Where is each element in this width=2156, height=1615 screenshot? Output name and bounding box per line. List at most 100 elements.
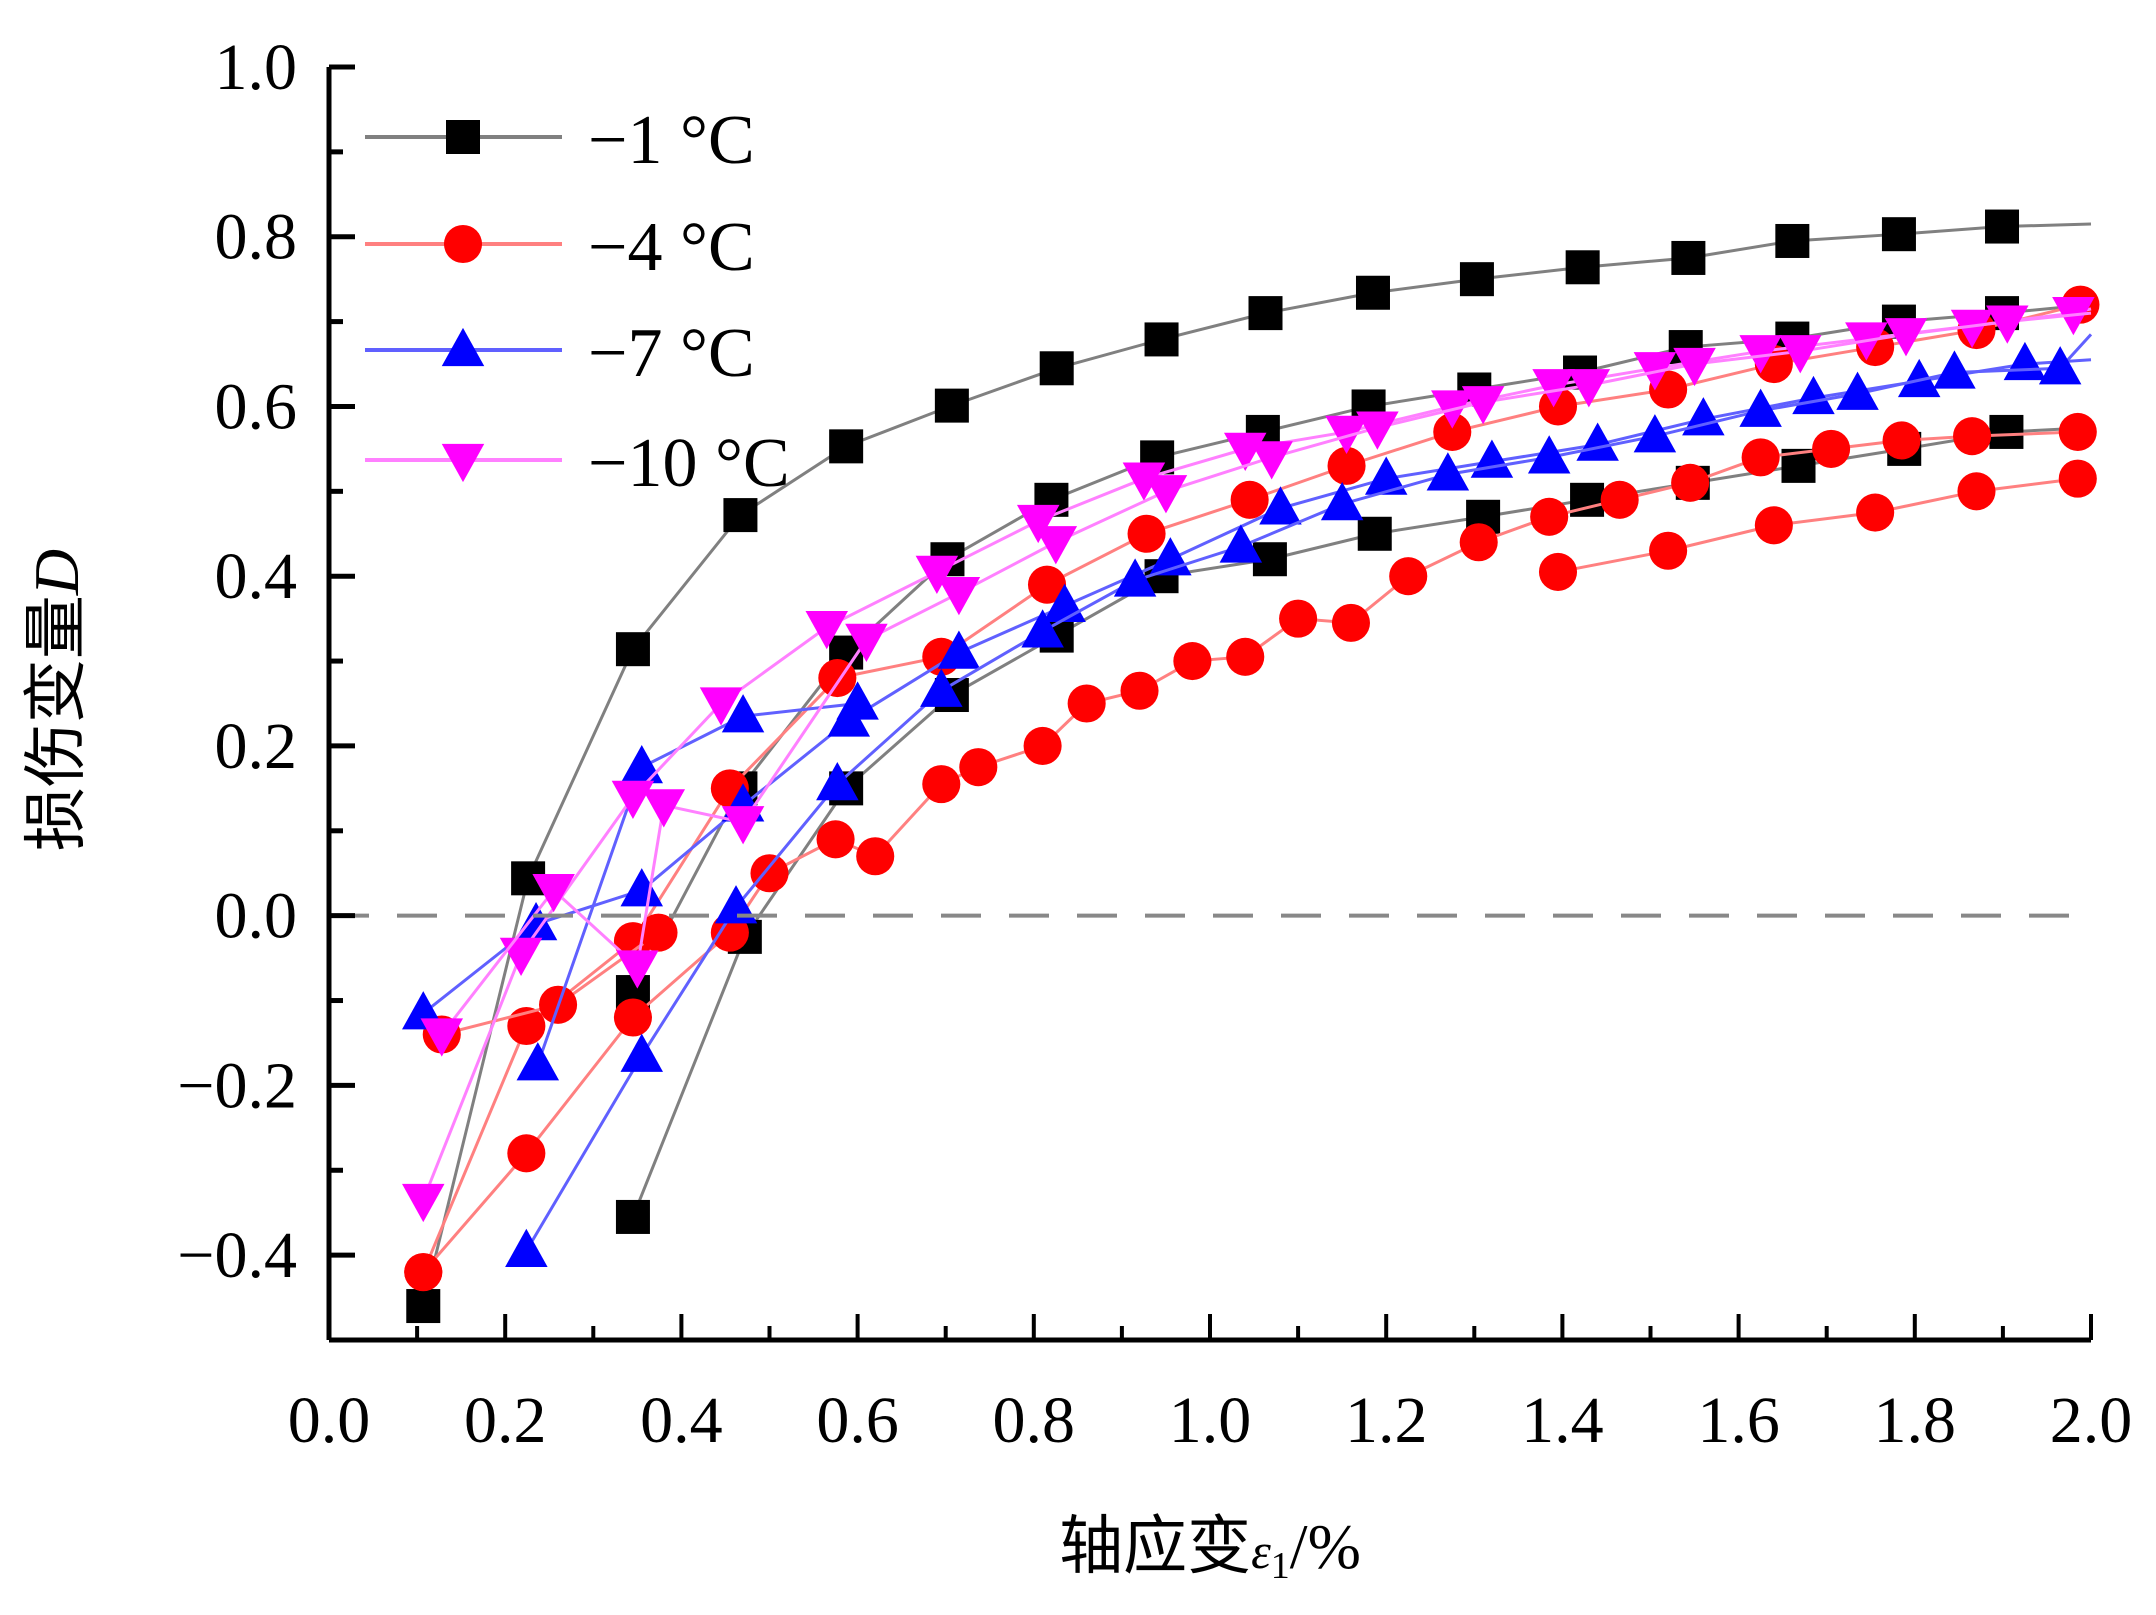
data-point-triangle-down (1567, 369, 1611, 408)
data-point-circle (1226, 637, 1265, 676)
data-point-square (406, 1289, 441, 1324)
y-tick-label: −0.2 (177, 1049, 297, 1122)
x-tick-label: 2.0 (2050, 1384, 2133, 1457)
data-point-triangle-down (1144, 475, 1188, 514)
data-point-circle (1538, 552, 1578, 591)
x-axis-title-sub: 1 (1271, 1545, 1290, 1587)
data-point-triangle-up (816, 762, 859, 801)
data-point-square (1671, 240, 1706, 275)
data-point-triangle-up (1113, 558, 1157, 597)
data-point-circle (816, 820, 855, 859)
x-ticks: 0.0 0.2 0.4 0.6 0.8 1.0 1.2 1.4 1.6 1.8 2.0 (288, 1314, 2133, 1457)
data-point-triangle-down (1122, 462, 1166, 501)
data-point-triangle-down (616, 950, 659, 989)
data-point-circle (2058, 412, 2097, 451)
data-point-triangle-up (1219, 524, 1263, 563)
legend-item: −4 °C (365, 209, 755, 286)
data-point-square (1565, 250, 1600, 285)
series (420, 305, 2092, 1057)
x-axis-title-unit: /% (1290, 1511, 1361, 1582)
data-point-triangle-up (441, 327, 485, 367)
data-point-triangle-up (2038, 346, 2082, 385)
series (516, 681, 879, 1081)
data-point-triangle-up (1739, 388, 1782, 427)
legend-label: −1 °C (588, 102, 755, 179)
data-point-circle (1882, 421, 1921, 460)
data-point-triangle-down (642, 789, 686, 828)
data-point-square (1459, 262, 1494, 297)
data-point-triangle-up (1259, 486, 1302, 525)
data-point-square (1989, 414, 2024, 449)
data-point-circle (1279, 599, 1318, 638)
data-point-triangle-down (1986, 305, 2029, 344)
data-point-circle (1649, 531, 1688, 570)
data-point-triangle-up (1933, 350, 1976, 389)
data-point-triangle-down (1016, 504, 1060, 544)
data-point-square (615, 1199, 650, 1234)
x-tick-label: 1.6 (1697, 1384, 1780, 1457)
data-point-triangle-down (1250, 441, 1293, 480)
data-point-circle (613, 998, 652, 1037)
data-point-triangle-down (721, 806, 765, 845)
x-tick-label: 0.6 (816, 1384, 899, 1457)
data-point-square (1881, 217, 1916, 252)
data-point-square (829, 429, 864, 464)
data-point-square (1985, 209, 2020, 244)
data-point-triangle-down (441, 443, 485, 483)
y-tick-label: 0.8 (215, 201, 298, 274)
data-point-circle (1023, 726, 1062, 765)
y-tick-label: 0.2 (215, 710, 298, 783)
axes: −0.4−0.20.00.20.40.60.81.0 0.0 0.2 0.4 0.6 0… (177, 31, 2132, 1457)
data-point-triangle-down (1356, 411, 1399, 450)
data-point-triangle-down (1779, 335, 1822, 374)
data-point-circle (1331, 603, 1370, 642)
y-axis-title: 损伤变量D (21, 549, 92, 851)
data-point-square (1144, 322, 1179, 357)
data-point-triangle-down (1673, 347, 1716, 387)
data-point-square (1248, 296, 1283, 331)
data-point-triangle-down (937, 577, 981, 616)
data-point-triangle-up (505, 1228, 548, 1268)
series-line (1557, 472, 2092, 574)
data-point-triangle-down (1532, 369, 1575, 408)
series (406, 209, 2092, 1324)
data-point-triangle-up (1527, 435, 1571, 474)
x-tick-label: 1.4 (1521, 1384, 1604, 1457)
data-point-triangle-up (836, 681, 879, 720)
data-point-circle (1027, 565, 1067, 604)
data-point-circle (2058, 459, 2097, 498)
series-line (536, 702, 858, 1065)
data-point-circle (1957, 472, 1996, 511)
data-point-circle (507, 1134, 546, 1173)
data-point-square (1355, 275, 1390, 310)
data-point-square (446, 120, 480, 154)
data-point-circle (1067, 684, 1106, 723)
data-point-triangle-up (620, 868, 664, 907)
data-point-triangle-down (1461, 386, 1505, 425)
data-point-triangle-down (845, 623, 888, 662)
data-point-square (934, 388, 969, 423)
data-point-circle (1127, 514, 1166, 553)
series-layer (402, 209, 2100, 1324)
x-tick-label: 1.0 (1169, 1384, 1252, 1457)
legend: −1 °C −4 °C −7 °C −10 °C (365, 102, 790, 502)
data-point-triangle-down (1034, 526, 1078, 565)
data-point-triangle-up (1364, 456, 1408, 495)
x-tick-label: 0.4 (640, 1384, 723, 1457)
data-point-triangle-up (920, 668, 963, 707)
data-point-square (1039, 351, 1074, 386)
y-tick-label: 1.0 (215, 31, 298, 104)
x-tick-label: 0.2 (464, 1384, 547, 1457)
x-tick-label: 1.2 (1345, 1384, 1428, 1457)
x-axis-title-symbol: ε (1251, 1523, 1271, 1579)
data-point-triangle-down (402, 1183, 445, 1223)
data-point-triangle-up (2003, 341, 2047, 381)
data-point-triangle-up (1426, 452, 1470, 491)
data-point-circle (1230, 480, 1269, 519)
data-point-circle (1459, 523, 1498, 562)
x-axis-title: 轴应变ε1/% (1059, 1511, 1361, 1587)
data-point-circle (1856, 493, 1895, 532)
data-point-triangle-up (514, 902, 558, 941)
data-point-triangle-down (1950, 309, 1994, 348)
